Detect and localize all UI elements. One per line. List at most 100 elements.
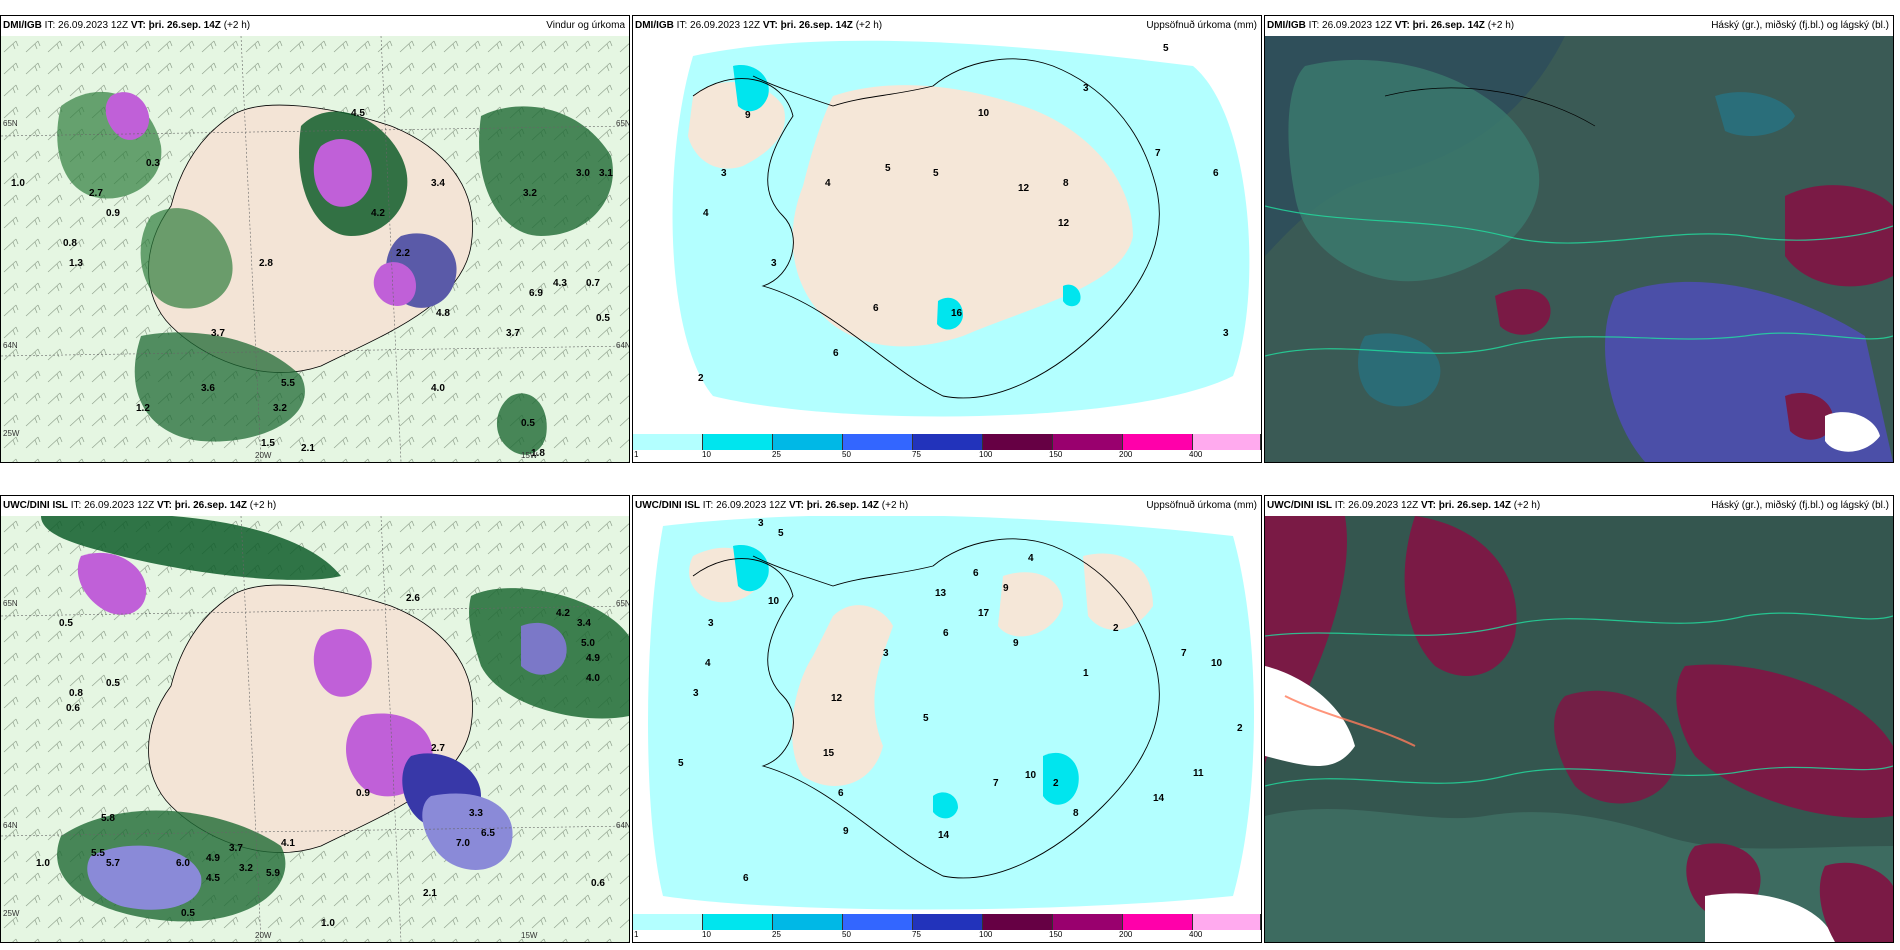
colorbar-tick: 100 [979,450,993,459]
lon-label: 20W [255,931,272,940]
precip-value: 10 [978,108,990,119]
accum-precip-map[interactable]: 3 4 5 3 6 13 10 9 6 3 5 7 2 8 10 14 17 1… [633,516,1261,914]
colorbar-segment [633,914,703,930]
precip-value: 9 [745,110,751,121]
precip-value: 5 [678,758,684,769]
cloud-cover-map[interactable] [1265,516,1893,942]
valid-time-label: VT: [156,500,172,511]
init-time: IT: 26.09.2023 12Z [702,500,787,511]
precip-value: 6 [743,873,749,884]
precip-value: 8 [1073,808,1079,819]
precip-value: 2.2 [396,248,410,259]
lat-label: 64N [3,821,18,830]
panel-uwc-clouds: UWC/DINI ISL IT: 26.09.2023 12Z VT: þri.… [1264,495,1894,943]
precip-value: 4 [825,178,831,189]
model-name: UWC/DINI ISL [1267,500,1332,511]
precip-colorbar: 1 10 25 50 75 100 150 200 400 [633,914,1261,942]
lon-label: 20W [255,451,272,460]
accum-precip-map[interactable]: 3 5 9 3 4 4 6 5 10 12 8 3 7 5 6 16 6 12 … [633,36,1261,434]
valid-time: þri. 26.sep. 14Z [806,500,880,511]
map-svg: 3 4 5 3 6 13 10 9 6 3 5 7 2 8 10 14 17 1… [633,516,1261,914]
colorbar-segment [1193,434,1261,450]
precip-value: 3.0 [576,168,590,179]
precip-value: 10 [768,596,780,607]
colorbar-tick: 200 [1119,930,1133,939]
colorbar-segment [633,434,703,450]
precip-value: 2 [1113,623,1119,634]
colorbar-segment [1123,914,1193,930]
precip-value: 4.8 [436,308,450,319]
precip-value: 2 [698,373,704,384]
precip-value: 3 [1223,328,1229,339]
colorbar-segment [703,434,773,450]
colorbar-segment [1123,434,1193,450]
precip-value: 7 [993,778,999,789]
precip-value: 4.1 [281,838,295,849]
precip-value: 12 [831,693,843,704]
precip-value: 4.5 [206,873,220,884]
lead-time: (+2 h) [1513,500,1541,511]
init-time: IT: 26.09.2023 12Z [1308,20,1393,31]
colorbar-segment [843,434,913,450]
wind-precip-map[interactable]: 1.0 0.3 0.8 0.9 1.3 2.7 3.4 4.5 4.2 3.0 … [1,36,629,462]
precip-value: 14 [938,830,950,841]
colorbar-segment [913,914,983,930]
valid-time-label: VT: [788,500,804,511]
valid-time: þri. 26.sep. 14Z [174,500,248,511]
precip-value: 0.9 [106,208,120,219]
colorbar-segment [843,914,913,930]
lon-label: 25W [3,429,20,438]
valid-time-label: VT: [130,20,146,31]
precip-value: 5 [885,163,891,174]
lat-label: 64N [616,341,629,350]
precip-value: 13 [935,588,947,599]
precip-value: 3.1 [599,168,613,179]
colorbar-tick: 100 [979,930,993,939]
precip-value: 3 [771,258,777,269]
precip-value: 2 [1053,778,1059,789]
colorbar-tick: 75 [912,450,921,459]
precip-value: 4.9 [206,853,220,864]
cloud-cover-map[interactable] [1265,36,1893,462]
colorbar-segment [983,914,1053,930]
precip-value: 2.7 [431,743,445,754]
map-svg [1265,36,1893,462]
colorbar-tick: 150 [1049,450,1063,459]
lat-label: 65N [616,119,629,128]
colorbar-tick: 400 [1189,930,1203,939]
model-name: DMI/IGB [635,20,674,31]
colorbar-segment [1193,914,1261,930]
precip-value: 0.8 [63,238,77,249]
precip-value: 5.0 [581,638,595,649]
precip-value: 3.7 [211,328,225,339]
precip-value: 1.0 [321,918,335,929]
init-time: IT: 26.09.2023 12Z [70,500,155,511]
panel-header: UWC/DINI ISL IT: 26.09.2023 12Z VT: þri.… [1,496,629,516]
colorbar-segment [773,434,843,450]
lead-time: (+2 h) [881,500,909,511]
wind-precip-map[interactable]: 0.5 0.8 0.5 0.6 4.2 3.4 5.0 4.9 4.0 2.6 … [1,516,629,942]
precip-value-labels: 3 4 5 3 6 13 10 9 6 3 5 7 2 8 10 14 17 1… [678,518,1243,884]
precip-value: 3 [883,648,889,659]
precip-value: 5.5 [281,378,295,389]
precip-value: 0.5 [521,418,535,429]
panel-uwc-wind-precip: UWC/DINI ISL IT: 26.09.2023 12Z VT: þri.… [0,495,630,943]
lead-time: (+2 h) [1487,20,1515,31]
precip-value: 12 [1018,183,1030,194]
precip-value: 2.6 [406,593,420,604]
precip-value: 16 [951,308,963,319]
map-svg: 0.5 0.8 0.5 0.6 4.2 3.4 5.0 4.9 4.0 2.6 … [1,516,629,942]
precip-value: 3 [1083,83,1089,94]
precip-value: 3 [721,168,727,179]
precip-value: 1.3 [69,258,83,269]
precip-value: 12 [1058,218,1070,229]
precip-value: 7 [1155,148,1161,159]
precip-value: 6 [838,788,844,799]
precip-value: 8 [1063,178,1069,189]
precip-value: 5 [923,713,929,724]
panel-uwc-accum-precip: UWC/DINI ISL IT: 26.09.2023 12Z VT: þri.… [632,495,1262,943]
precip-value: 1.8 [531,448,545,459]
colorbar-tick: 10 [702,930,711,939]
precip-value: 0.3 [146,158,160,169]
map-axis-labels: 65N 64N 25W 20W 15W 65N 64N [3,599,629,940]
